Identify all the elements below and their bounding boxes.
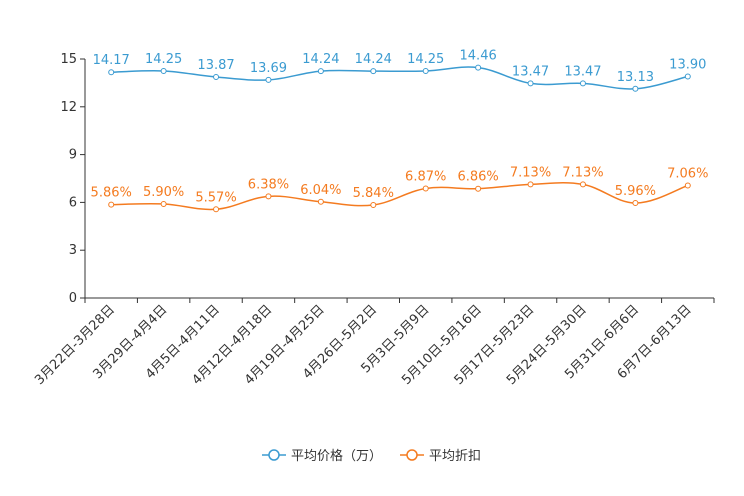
data-point — [160, 200, 167, 207]
data-point — [265, 193, 272, 200]
data-point — [108, 201, 115, 208]
data-point — [475, 64, 482, 71]
data-point — [213, 206, 220, 213]
data-label: 6.38% — [248, 177, 289, 192]
data-label: 14.24 — [355, 52, 392, 67]
series-line-0 — [111, 66, 688, 90]
data-label: 14.24 — [302, 52, 339, 67]
data-label: 13.87 — [197, 58, 234, 73]
data-label: 5.96% — [615, 184, 656, 199]
data-label: 5.86% — [91, 186, 132, 201]
data-point — [422, 185, 429, 192]
data-label: 14.25 — [407, 52, 444, 67]
data-point — [213, 74, 220, 81]
data-point — [370, 201, 377, 208]
axes: 036912153月22日-3月28日3月29日-4月4日4月5日-4月11日4… — [32, 52, 715, 388]
data-point — [475, 185, 482, 192]
series-layer: 14.17 14.25 13.87 13.69 14.24 14.24 14.25 14.46… — [91, 49, 708, 213]
data-label: 14.25 — [145, 52, 182, 67]
data-label: 13.13 — [617, 70, 654, 85]
data-label: 7.13% — [562, 165, 603, 180]
data-point — [579, 80, 586, 87]
y-tick-label: 15 — [60, 52, 77, 67]
data-label: 5.84% — [353, 186, 394, 201]
data-label: 6.86% — [457, 170, 498, 185]
data-point — [317, 68, 324, 75]
data-label: 14.17 — [93, 53, 130, 68]
legend-label: 平均价格（万） — [291, 448, 382, 464]
data-point — [632, 85, 639, 92]
data-label: 13.69 — [250, 61, 287, 76]
data-point — [527, 181, 534, 188]
data-label: 7.06% — [667, 167, 708, 182]
data-label: 5.90% — [143, 185, 184, 200]
data-label: 13.90 — [669, 58, 706, 73]
data-point — [160, 67, 167, 74]
legend-label: 平均折扣 — [429, 449, 481, 464]
y-tick-label: 12 — [60, 100, 77, 115]
legend-marker — [406, 449, 418, 461]
legend-marker — [268, 449, 280, 461]
data-point — [317, 198, 324, 205]
data-label: 14.46 — [460, 49, 497, 64]
legend[interactable]: 平均价格（万） 平均折扣 — [262, 448, 481, 464]
data-label: 6.04% — [300, 183, 341, 198]
data-label: 13.47 — [512, 64, 549, 79]
data-point — [265, 76, 272, 83]
data-point — [422, 67, 429, 74]
series-line-1 — [111, 181, 689, 211]
data-label: 6.87% — [405, 170, 446, 185]
y-tick-label: 0 — [69, 291, 77, 306]
legend-item-1[interactable]: 平均折扣 — [400, 449, 481, 464]
data-label: 7.13% — [510, 165, 551, 180]
legend-item-0[interactable]: 平均价格（万） — [262, 448, 382, 464]
data-point — [632, 200, 639, 207]
data-point — [579, 181, 586, 188]
data-point — [684, 182, 691, 189]
data-point — [370, 68, 377, 75]
data-label: 5.57% — [195, 190, 236, 205]
data-point — [108, 69, 115, 76]
y-tick-label: 3 — [69, 243, 77, 258]
y-tick-label: 9 — [69, 148, 77, 163]
data-point — [527, 80, 534, 87]
data-point — [684, 73, 691, 80]
data-label: 13.47 — [564, 64, 601, 79]
y-tick-label: 6 — [69, 195, 77, 210]
